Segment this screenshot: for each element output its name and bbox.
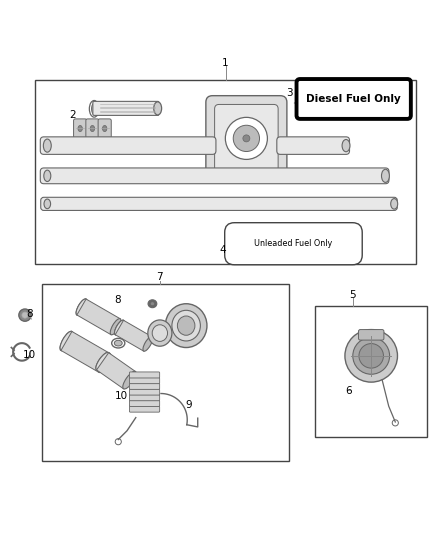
Bar: [42, 284, 289, 462]
FancyBboxPatch shape: [358, 329, 384, 340]
Text: 5: 5: [349, 290, 356, 300]
FancyBboxPatch shape: [74, 119, 87, 138]
Text: 8: 8: [114, 295, 121, 305]
Ellipse shape: [150, 302, 155, 306]
FancyBboxPatch shape: [130, 389, 159, 395]
Text: Unleaded Fuel Only: Unleaded Fuel Only: [254, 239, 332, 248]
Polygon shape: [97, 353, 135, 389]
Ellipse shape: [172, 310, 201, 341]
Circle shape: [233, 125, 259, 151]
FancyBboxPatch shape: [93, 101, 159, 115]
FancyBboxPatch shape: [130, 400, 159, 407]
FancyBboxPatch shape: [130, 378, 159, 384]
FancyBboxPatch shape: [277, 137, 350, 155]
FancyBboxPatch shape: [86, 119, 99, 138]
FancyBboxPatch shape: [40, 137, 216, 155]
Ellipse shape: [60, 332, 73, 351]
Circle shape: [243, 135, 250, 142]
Polygon shape: [115, 320, 152, 351]
Ellipse shape: [148, 300, 157, 308]
FancyBboxPatch shape: [130, 383, 159, 390]
Circle shape: [115, 439, 121, 445]
FancyBboxPatch shape: [98, 119, 111, 138]
Ellipse shape: [391, 199, 398, 209]
Text: 4: 4: [219, 245, 226, 255]
Ellipse shape: [110, 319, 121, 335]
FancyBboxPatch shape: [215, 104, 278, 172]
Ellipse shape: [43, 139, 51, 152]
Bar: [35, 80, 416, 264]
Text: 10: 10: [23, 350, 36, 360]
Ellipse shape: [60, 332, 73, 351]
Circle shape: [353, 337, 390, 374]
Ellipse shape: [96, 352, 110, 370]
Ellipse shape: [154, 102, 162, 115]
Ellipse shape: [92, 103, 97, 114]
Ellipse shape: [90, 125, 95, 132]
Ellipse shape: [114, 320, 124, 335]
Ellipse shape: [78, 125, 82, 132]
Polygon shape: [61, 332, 110, 373]
Ellipse shape: [148, 320, 172, 346]
Circle shape: [19, 309, 31, 321]
Circle shape: [359, 344, 384, 368]
Ellipse shape: [152, 325, 167, 342]
FancyBboxPatch shape: [206, 96, 287, 181]
Text: 3: 3: [286, 88, 293, 99]
Ellipse shape: [44, 170, 51, 182]
Ellipse shape: [177, 316, 195, 335]
Ellipse shape: [89, 101, 99, 117]
Text: 9: 9: [185, 400, 192, 410]
FancyBboxPatch shape: [297, 79, 411, 119]
Ellipse shape: [96, 352, 110, 370]
Ellipse shape: [102, 125, 107, 132]
FancyBboxPatch shape: [41, 197, 397, 211]
Ellipse shape: [342, 140, 350, 152]
FancyBboxPatch shape: [130, 395, 159, 401]
FancyBboxPatch shape: [130, 406, 159, 412]
Circle shape: [22, 312, 28, 318]
Text: 10: 10: [115, 391, 128, 401]
Circle shape: [345, 329, 397, 382]
FancyBboxPatch shape: [40, 168, 389, 184]
Ellipse shape: [76, 299, 87, 315]
Ellipse shape: [98, 353, 111, 373]
FancyBboxPatch shape: [225, 223, 362, 265]
Text: 6: 6: [345, 386, 352, 397]
Ellipse shape: [381, 169, 389, 182]
Polygon shape: [77, 299, 120, 335]
Text: 7: 7: [156, 272, 163, 282]
Ellipse shape: [112, 338, 125, 348]
Text: 1: 1: [222, 58, 229, 68]
Circle shape: [225, 117, 267, 159]
Text: 2: 2: [69, 110, 76, 120]
Circle shape: [392, 420, 398, 426]
FancyBboxPatch shape: [130, 372, 159, 378]
Bar: [315, 306, 427, 437]
Text: 8: 8: [26, 309, 33, 319]
Ellipse shape: [143, 336, 153, 351]
Text: Diesel Fuel Only: Diesel Fuel Only: [306, 94, 401, 104]
Ellipse shape: [114, 320, 124, 335]
Ellipse shape: [123, 372, 136, 389]
Ellipse shape: [44, 199, 50, 209]
Ellipse shape: [114, 340, 122, 346]
Ellipse shape: [76, 299, 87, 315]
Ellipse shape: [166, 304, 207, 348]
